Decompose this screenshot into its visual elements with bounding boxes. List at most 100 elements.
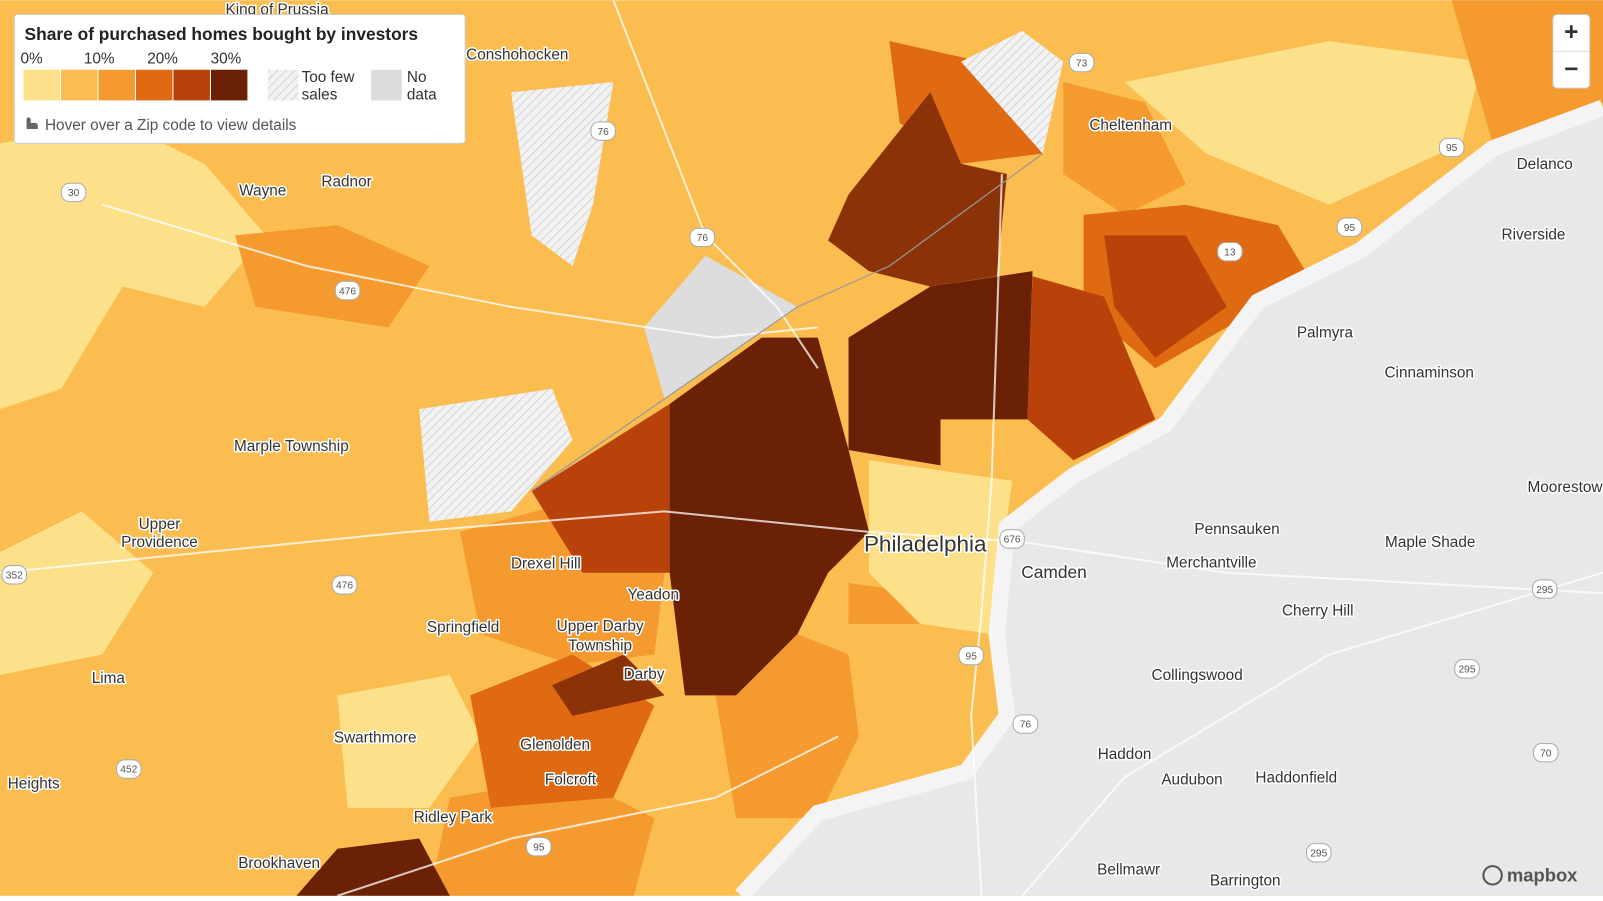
place-label: Marple Township — [234, 438, 349, 455]
shield-bg — [958, 645, 984, 666]
highway-shield: 70 — [1532, 742, 1559, 763]
shield-label: 13 — [1224, 247, 1236, 258]
highway-shield: 73 — [1068, 52, 1095, 73]
highway-shield: 76 — [689, 227, 716, 248]
place-label: Yeadon — [628, 586, 679, 603]
legend-tick: 20% — [147, 51, 178, 68]
highway-shield: 452 — [116, 759, 142, 779]
shield-bg — [331, 575, 358, 595]
place-label: Cinnaminson — [1384, 364, 1473, 381]
place-labels: King of Prussia Conshohocken Wayne Radno… — [6, 0, 1603, 891]
legend-swatch — [60, 69, 98, 101]
shield-bg — [1217, 242, 1243, 262]
legend-swatch — [23, 69, 60, 101]
legend-title: Share of purchased homes bought by inves… — [25, 24, 419, 44]
shield-label: 70 — [1540, 748, 1552, 759]
shield-bg — [1068, 52, 1095, 73]
zoom-control: + − — [1552, 14, 1591, 89]
shield-label: 95 — [533, 842, 545, 853]
highway-shield: 295 — [1531, 579, 1558, 599]
shield-label: 95 — [1344, 223, 1356, 234]
shield-label: 676 — [1004, 535, 1021, 546]
shield-label: 352 — [6, 570, 23, 581]
place-label: Darby — [624, 666, 665, 683]
place-label: Palmyra — [1297, 325, 1354, 342]
shield-bg — [590, 121, 616, 141]
too-few-swatch — [267, 69, 299, 101]
shield-label: 452 — [120, 765, 137, 776]
attribution: mapbox — [1482, 864, 1578, 886]
place-label: Springfield — [427, 619, 499, 636]
place-label: Audubon — [1161, 771, 1222, 788]
no-data-label: No — [407, 69, 427, 86]
shield-label: 295 — [1310, 849, 1327, 860]
place-label: Pennsauken — [1194, 521, 1279, 538]
place-label: Camden — [1021, 562, 1087, 582]
place-label: Ridley Park — [414, 809, 493, 826]
too-few-label: sales — [302, 86, 338, 103]
shield-label: 95 — [966, 651, 978, 662]
shield-bg — [60, 182, 87, 203]
legend-hint: Hover over a Zip code to view details — [45, 117, 297, 134]
place-label: Wayne — [239, 182, 286, 199]
highway-shield: 476 — [334, 280, 361, 301]
place-label: Barrington — [1210, 873, 1281, 890]
place-label: Riverside — [1502, 226, 1566, 243]
place-label: Haddonfield — [1255, 769, 1337, 786]
highway-shield: 352 — [1, 565, 28, 585]
place-label: Township — [568, 637, 632, 654]
place-label: Drexel Hill — [511, 556, 581, 573]
legend: Share of purchased homes bought by inves… — [13, 14, 466, 144]
place-label: Moorestown — [1528, 479, 1603, 496]
place-label: Conshohocken — [466, 47, 568, 64]
legend-tick: 30% — [211, 51, 242, 68]
highway-shield: 76 — [590, 121, 616, 141]
place-label: Delanco — [1517, 156, 1573, 173]
shield-bg — [1, 565, 28, 585]
highway-shield: 95 — [525, 836, 552, 857]
place-label: Merchantville — [1166, 555, 1256, 572]
zoom-in[interactable]: + — [1564, 19, 1578, 46]
shield-label: 30 — [68, 188, 80, 199]
shield-label: 295 — [1459, 665, 1476, 676]
shield-label: 73 — [1076, 58, 1088, 69]
shield-bg — [1012, 714, 1039, 734]
place-label: Philadelphia — [864, 531, 987, 556]
highway-shield: 476 — [331, 575, 358, 595]
mapbox-text[interactable]: mapbox — [1507, 864, 1578, 885]
shield-label: 95 — [1446, 143, 1458, 154]
highway-shields: 76 76 476 476 95 95 95 95 676 76 295 295 295 13 30 352 4… — [1, 52, 1559, 863]
place-label: Providence — [121, 534, 198, 551]
place-label: Haddon — [1098, 746, 1152, 763]
place-label: Folcroft — [545, 771, 597, 788]
zoom-out[interactable]: − — [1564, 56, 1578, 83]
legend-swatch — [135, 69, 173, 101]
shield-label: 76 — [597, 127, 609, 138]
shield-bg — [1438, 137, 1465, 158]
no-data-label: data — [407, 86, 437, 103]
highway-shield: 95 — [1336, 217, 1363, 237]
highway-shield: 13 — [1217, 242, 1243, 262]
place-label: Lima — [92, 670, 126, 687]
legend-tick: 0% — [20, 51, 43, 68]
place-label: Upper Darby — [557, 618, 644, 635]
shield-bg — [689, 227, 716, 248]
highway-shield: 30 — [60, 182, 87, 203]
shield-bg — [999, 529, 1025, 549]
shield-label: 476 — [339, 286, 356, 297]
highway-shield: 95 — [958, 645, 984, 666]
shield-label: 76 — [697, 233, 709, 244]
shield-label: 295 — [1536, 585, 1553, 596]
legend-swatch — [98, 69, 135, 101]
legend-swatch — [173, 69, 210, 101]
place-label: Bellmawr — [1097, 861, 1160, 878]
place-label: Collingswood — [1152, 667, 1243, 684]
place-label: Cherry Hill — [1282, 603, 1354, 620]
no-data-swatch — [371, 69, 402, 101]
shield-bg — [525, 836, 552, 857]
highway-shield: 295 — [1454, 659, 1480, 679]
shield-bg — [1531, 579, 1558, 599]
shield-bg — [334, 280, 361, 301]
